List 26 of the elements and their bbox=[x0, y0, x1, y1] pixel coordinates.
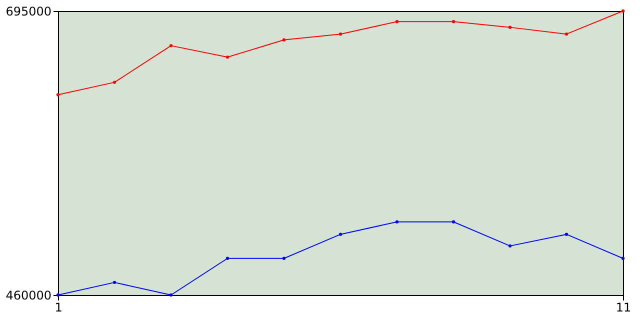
point bbox=[621, 256, 625, 260]
point bbox=[169, 44, 173, 48]
y-tick-label: 695000 bbox=[6, 4, 52, 18]
point bbox=[338, 32, 342, 36]
point bbox=[112, 280, 116, 284]
point bbox=[282, 256, 286, 260]
point bbox=[452, 220, 456, 224]
point bbox=[226, 256, 230, 260]
point bbox=[226, 56, 230, 59]
point bbox=[56, 293, 60, 297]
x-tick-label: 11 bbox=[616, 300, 632, 314]
point bbox=[395, 20, 399, 24]
point bbox=[56, 93, 60, 96]
point bbox=[338, 232, 342, 236]
point bbox=[564, 232, 568, 236]
point bbox=[621, 9, 625, 13]
point bbox=[282, 38, 286, 42]
point bbox=[452, 20, 456, 24]
y-tick-label: 460000 bbox=[6, 288, 52, 302]
point bbox=[508, 244, 512, 248]
point bbox=[112, 80, 116, 84]
point bbox=[564, 32, 568, 36]
x-tick-label: 1 bbox=[54, 300, 62, 314]
point bbox=[508, 26, 512, 29]
point bbox=[395, 220, 399, 224]
point bbox=[169, 293, 173, 297]
